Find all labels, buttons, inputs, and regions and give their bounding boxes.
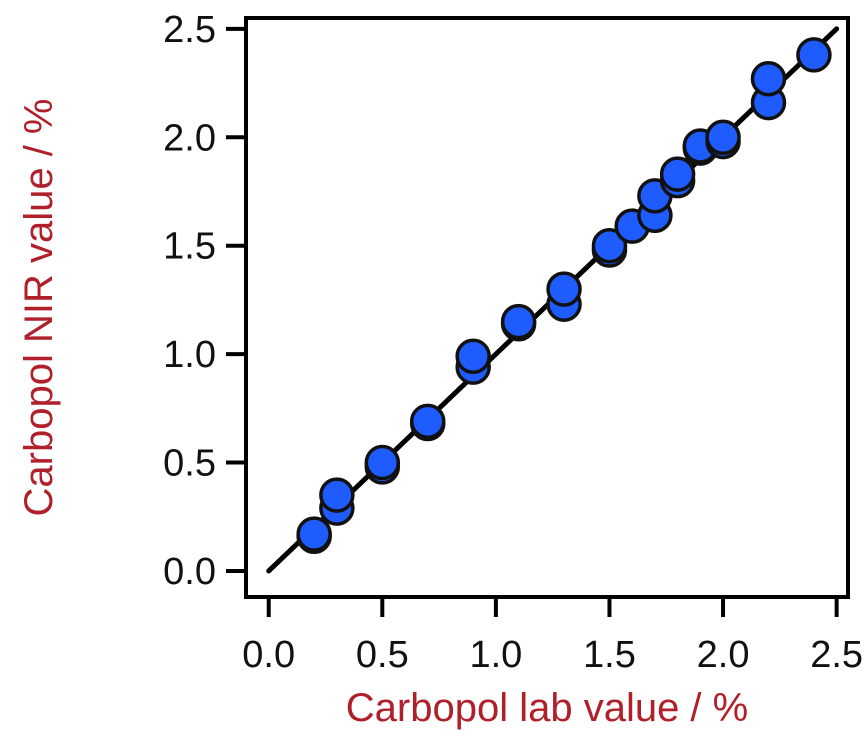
x-tick-label: 1.5 [583,634,636,676]
x-axis-title: Carbopol lab value / % [346,686,748,730]
data-point [364,444,401,481]
data-point [546,271,582,307]
x-tick-label: 1.0 [469,634,522,676]
data-point [659,156,696,192]
data-point [455,338,491,375]
x-tick-label: 2.5 [810,634,863,676]
y-tick-label: 2.5 [163,9,216,51]
x-tick-label: 0.0 [242,634,295,676]
data-point [796,37,832,73]
y-axis-title: Carbopol NIR value / % [17,99,61,517]
y-tick-label: 2.0 [163,117,216,159]
data-point [500,303,537,340]
y-tick-label: 0.0 [163,551,216,593]
data-point [705,119,741,156]
y-tick-label: 0.5 [163,443,216,485]
data-point [750,60,787,97]
y-tick-label: 1.5 [163,226,216,268]
plot-frame [244,16,850,599]
y-tick-label: 1.0 [163,334,216,376]
x-tick-label: 0.5 [356,634,409,676]
data-point [409,403,446,440]
data-point [591,227,628,264]
x-tick-label: 2.0 [697,634,750,676]
data-point [319,477,355,513]
data-point [296,516,332,552]
